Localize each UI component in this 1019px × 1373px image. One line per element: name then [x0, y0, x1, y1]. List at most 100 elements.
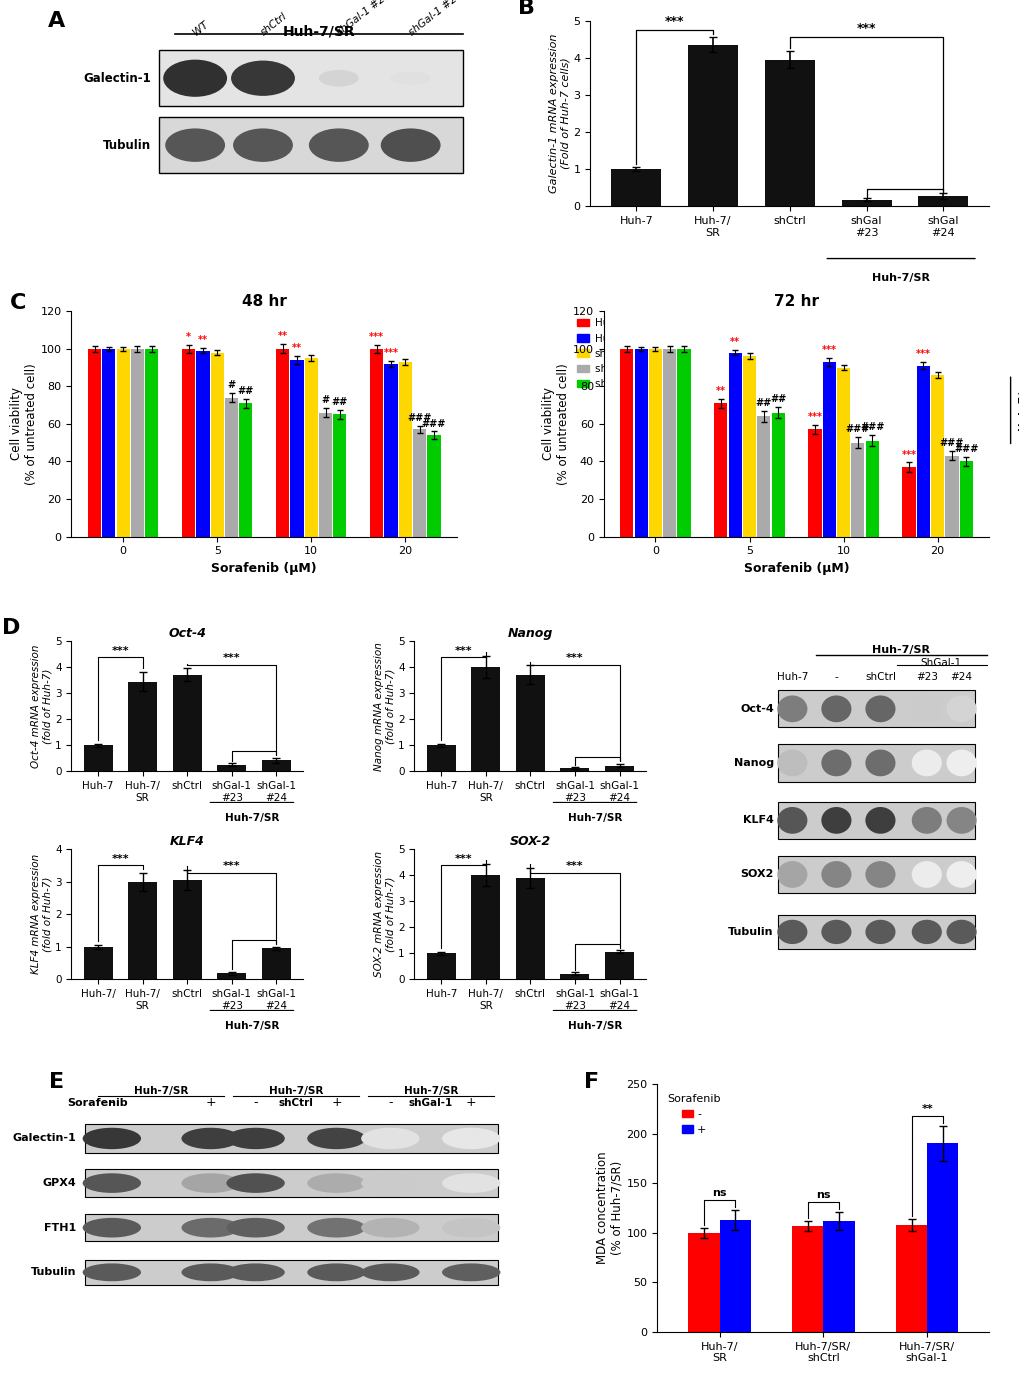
Ellipse shape	[820, 920, 851, 945]
Bar	[426, 746, 455, 772]
FancyBboxPatch shape	[777, 744, 974, 781]
Bar	[959, 461, 972, 537]
Text: ***: ***	[383, 349, 398, 358]
Text: A: A	[48, 11, 64, 32]
Text: ###: ###	[845, 424, 869, 434]
Ellipse shape	[820, 807, 851, 833]
Bar	[770, 413, 784, 537]
Text: ***: ***	[454, 854, 472, 864]
Ellipse shape	[911, 750, 941, 776]
Bar	[333, 415, 346, 537]
Text: ***: ***	[821, 346, 836, 356]
Bar	[930, 375, 944, 537]
Bar	[84, 746, 112, 772]
Text: Huh-7/SR: Huh-7/SR	[224, 1022, 279, 1031]
FancyBboxPatch shape	[85, 1123, 497, 1153]
Ellipse shape	[307, 1127, 365, 1149]
Ellipse shape	[776, 696, 807, 722]
Ellipse shape	[181, 1174, 239, 1193]
X-axis label: Sorafenib (μM): Sorafenib (μM)	[211, 562, 317, 575]
Text: ns: ns	[815, 1190, 829, 1200]
Text: Huh-7/SR
shGal-1: Huh-7/SR shGal-1	[404, 1086, 458, 1108]
Text: Tubulin: Tubulin	[103, 139, 151, 151]
Text: Galectin-1: Galectin-1	[84, 71, 151, 85]
Ellipse shape	[911, 807, 941, 833]
Bar	[945, 456, 958, 537]
Text: Huh-7/SR: Huh-7/SR	[224, 813, 279, 822]
Bar	[262, 761, 290, 772]
Text: ***: ***	[566, 654, 583, 663]
Title: SOX-2: SOX-2	[510, 835, 550, 849]
Text: ***: ***	[223, 654, 240, 663]
Bar	[102, 349, 115, 537]
Bar	[728, 353, 741, 537]
Ellipse shape	[441, 1174, 500, 1193]
Text: #: #	[227, 380, 235, 390]
Bar	[662, 349, 676, 537]
Bar	[620, 349, 633, 537]
Y-axis label: Oct-4 mRNA expression
(fold of Huh-7): Oct-4 mRNA expression (fold of Huh-7)	[31, 644, 52, 768]
Bar	[262, 949, 290, 979]
Bar	[916, 365, 929, 537]
Text: ***: ***	[111, 645, 129, 655]
Bar	[172, 880, 202, 979]
Text: ***: ***	[111, 854, 129, 864]
Text: ###: ###	[938, 438, 963, 448]
Bar	[560, 768, 589, 772]
FancyBboxPatch shape	[777, 855, 974, 892]
Bar	[427, 435, 440, 537]
Text: -: -	[109, 1096, 114, 1109]
Bar	[917, 196, 967, 206]
Ellipse shape	[820, 696, 851, 722]
Bar	[764, 59, 814, 206]
Text: Huh-7/SR: Huh-7/SR	[568, 813, 622, 822]
Ellipse shape	[181, 1218, 239, 1237]
Ellipse shape	[232, 129, 292, 162]
Ellipse shape	[226, 1174, 284, 1193]
Bar	[792, 1226, 822, 1332]
Ellipse shape	[946, 861, 976, 888]
Bar	[688, 1233, 719, 1332]
Ellipse shape	[181, 1263, 239, 1281]
Bar	[471, 875, 499, 979]
Bar	[370, 349, 383, 537]
Bar	[196, 350, 209, 537]
Text: *: *	[185, 332, 191, 342]
Bar	[719, 1219, 750, 1332]
Text: shCtrl: shCtrl	[259, 11, 289, 37]
Text: F: F	[584, 1071, 599, 1092]
Text: ##: ##	[769, 394, 786, 404]
Text: ***: ***	[223, 861, 240, 872]
Text: **: **	[715, 386, 726, 395]
Ellipse shape	[776, 861, 807, 888]
Y-axis label: KLF4 mRNA expression
(fold of Huh-7): KLF4 mRNA expression (fold of Huh-7)	[31, 854, 52, 975]
Ellipse shape	[441, 1127, 500, 1149]
Bar	[604, 766, 634, 772]
Bar	[865, 441, 878, 537]
Text: Tubulin: Tubulin	[31, 1267, 75, 1277]
Bar	[560, 973, 589, 979]
Text: **: **	[730, 336, 740, 347]
Y-axis label: Cell viability
(% of untreated cell): Cell viability (% of untreated cell)	[541, 362, 570, 485]
Text: **: **	[277, 331, 287, 342]
Bar	[648, 349, 661, 537]
FancyBboxPatch shape	[85, 1214, 497, 1241]
Bar	[634, 349, 647, 537]
Ellipse shape	[946, 920, 976, 945]
Ellipse shape	[83, 1263, 141, 1281]
Bar	[145, 349, 158, 537]
Text: **: **	[198, 335, 208, 345]
Title: Nanog: Nanog	[507, 627, 552, 640]
Ellipse shape	[441, 1263, 500, 1281]
Bar	[398, 362, 412, 537]
Bar	[756, 416, 769, 537]
Bar	[677, 349, 690, 537]
Text: WT: WT	[191, 19, 210, 37]
Legend: Huh7, Huh7/SR, shCtrl, shGal-1 #23, shGal-1 #24: Huh7, Huh7/SR, shCtrl, shGal-1 #23, shGa…	[573, 314, 663, 393]
Text: GPX4: GPX4	[42, 1178, 75, 1188]
Text: shGal-1 #23: shGal-1 #23	[334, 0, 391, 37]
Y-axis label: Nanog mRNA expression
(fold of Huh-7): Nanog mRNA expression (fold of Huh-7)	[373, 641, 395, 770]
Bar	[384, 364, 397, 537]
FancyBboxPatch shape	[777, 914, 974, 949]
Text: Oct-4: Oct-4	[740, 704, 773, 714]
